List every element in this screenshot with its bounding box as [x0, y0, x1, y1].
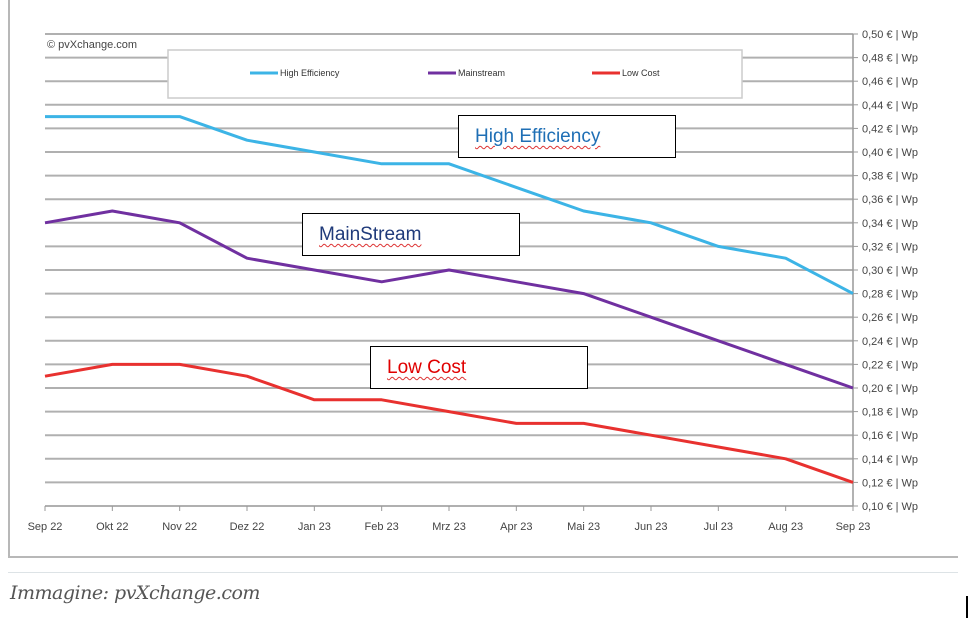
legend-label-1: Mainstream — [458, 68, 505, 78]
annotation-mainstream: MainStream — [302, 213, 520, 256]
x-tick-label: Jul 23 — [704, 521, 733, 533]
y-tick-label: 0,38 € | Wp — [862, 171, 918, 183]
y-tick-label: 0,48 € | Wp — [862, 53, 918, 65]
series-line-low-cost — [44, 362, 854, 484]
annotation-low-cost: Low Cost — [370, 346, 588, 389]
y-tick-label: 0,32 € | Wp — [862, 241, 918, 253]
y-tick-label: 0,10 € | Wp — [862, 501, 918, 513]
x-tick-label: Sep 22 — [28, 521, 63, 533]
x-tick-label: Okt 22 — [96, 521, 128, 533]
x-tick-label: Jan 23 — [298, 521, 331, 533]
x-tick-label: Dez 22 — [230, 521, 265, 533]
x-tick-label: Nov 22 — [162, 521, 197, 533]
chart-frame-left — [8, 0, 10, 558]
watermark: © pvXchange.com — [47, 39, 137, 51]
y-tick-label: 0,16 € | Wp — [862, 430, 918, 442]
series-line-mainstream — [44, 209, 854, 390]
y-tick-label: 0,36 € | Wp — [862, 194, 918, 206]
x-tick-label: Jun 23 — [634, 521, 667, 533]
x-tick-label: Mrz 23 — [432, 521, 466, 533]
legend-label-0: High Efficiency — [280, 68, 340, 78]
text-cursor — [966, 596, 968, 618]
x-tick-label: Aug 23 — [768, 521, 803, 533]
y-tick-label: 0,26 € | Wp — [862, 312, 918, 324]
x-tick-label: Feb 23 — [365, 521, 399, 533]
separator — [8, 572, 958, 573]
legend-label-2: Low Cost — [622, 68, 660, 78]
y-tick-label: 0,14 € | Wp — [862, 454, 918, 466]
y-tick-label: 0,34 € | Wp — [862, 218, 918, 230]
y-tick-label: 0,42 € | Wp — [862, 123, 918, 135]
x-tick-label: Sep 23 — [836, 521, 871, 533]
y-tick-label: 0,28 € | Wp — [862, 289, 918, 301]
y-tick-label: 0,30 € | Wp — [862, 265, 918, 277]
series-line-high-efficiency — [45, 115, 854, 295]
y-tick-label: 0,46 € | Wp — [862, 76, 918, 88]
x-tick-label: Mai 23 — [567, 521, 600, 533]
y-tick-label: 0,24 € | Wp — [862, 336, 918, 348]
x-tick-label: Apr 23 — [500, 521, 532, 533]
y-tick-label: 0,20 € | Wp — [862, 383, 918, 395]
y-tick-label: 0,44 € | Wp — [862, 100, 918, 112]
chart-frame-bottom — [8, 556, 958, 558]
price-line-chart: 0,10 € | Wp 0,12 € | Wp 0,14 € | Wp 0,16 € … — [28, 29, 919, 533]
y-tick-label: 0,40 € | Wp — [862, 147, 918, 159]
image-caption: Immagine: pvXchange.com — [10, 582, 260, 604]
annotation-high-efficiency: High Efficiency — [458, 115, 676, 158]
y-tick-label: 0,18 € | Wp — [862, 407, 918, 419]
y-tick-label: 0,22 € | Wp — [862, 359, 918, 371]
y-tick-label: 0,50 € | Wp — [862, 29, 918, 41]
y-tick-label: 0,12 € | Wp — [862, 477, 918, 489]
